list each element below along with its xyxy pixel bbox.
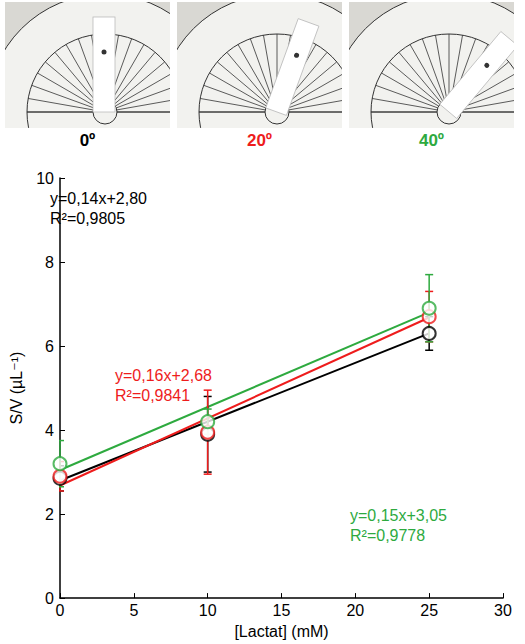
svg-text:y=0,14x+2,80: y=0,14x+2,80	[50, 190, 147, 207]
svg-text:5: 5	[129, 602, 138, 619]
svg-text:6: 6	[45, 338, 54, 355]
svg-text:25: 25	[420, 602, 438, 619]
svg-text:40º: 40º	[419, 131, 444, 150]
svg-text:15: 15	[273, 602, 291, 619]
svg-text:4: 4	[45, 422, 54, 439]
svg-text:R²=0,9778: R²=0,9778	[350, 527, 425, 544]
svg-text:20: 20	[346, 602, 364, 619]
svg-text:2: 2	[45, 506, 54, 523]
svg-text:0º: 0º	[80, 131, 96, 150]
svg-text:0: 0	[56, 602, 65, 619]
svg-text:[Lactat] (mM): [Lactat] (mM)	[234, 623, 328, 640]
svg-text:30: 30	[494, 602, 512, 619]
svg-text:y=0,15x+3,05: y=0,15x+3,05	[350, 507, 447, 524]
svg-text:S/V (µL⁻¹): S/V (µL⁻¹)	[8, 352, 25, 425]
svg-text:y=0,16x+2,68: y=0,16x+2,68	[115, 367, 212, 384]
svg-text:10: 10	[36, 170, 54, 187]
svg-text:8: 8	[45, 254, 54, 271]
svg-text:20º: 20º	[247, 131, 272, 150]
svg-text:10: 10	[199, 602, 217, 619]
svg-text:R²=0,9805: R²=0,9805	[50, 210, 125, 227]
svg-text:R²=0,9841: R²=0,9841	[115, 387, 190, 404]
svg-text:0: 0	[45, 590, 54, 607]
